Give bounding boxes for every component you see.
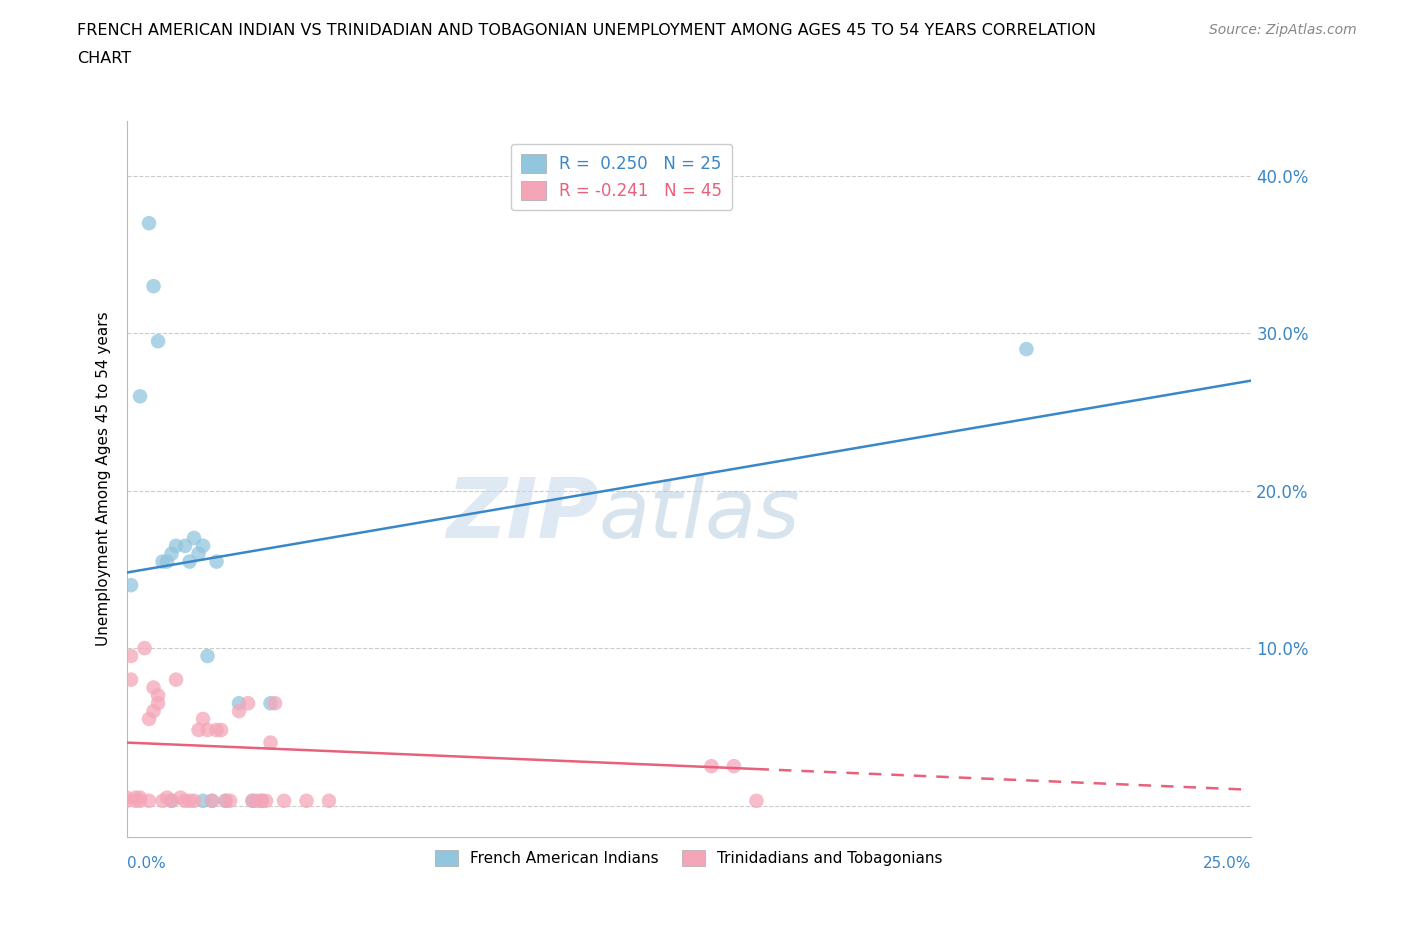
Point: [129, 793, 152, 808]
Point: [250, 793, 273, 808]
Point: [246, 793, 269, 808]
Point: [165, 538, 187, 553]
Point: [295, 793, 318, 808]
Point: [146, 688, 169, 703]
Text: FRENCH AMERICAN INDIAN VS TRINIDADIAN AND TOBAGONIAN UNEMPLOYMENT AMONG AGES 45 : FRENCH AMERICAN INDIAN VS TRINIDADIAN AN…: [77, 23, 1097, 38]
Point: [197, 648, 219, 663]
Text: 0.0%: 0.0%: [127, 856, 166, 870]
Point: [191, 538, 214, 553]
Point: [205, 723, 228, 737]
Point: [242, 793, 264, 808]
Point: [183, 530, 205, 545]
Text: 25.0%: 25.0%: [1204, 856, 1251, 870]
Point: [134, 641, 156, 656]
Point: [273, 793, 295, 808]
Point: [318, 793, 340, 808]
Point: [723, 759, 745, 774]
Point: [124, 790, 146, 805]
Point: [745, 793, 768, 808]
Point: [700, 759, 723, 774]
Point: [169, 790, 191, 805]
Point: [142, 704, 165, 719]
Legend: French American Indians, Trinidadians and Tobagonians: French American Indians, Trinidadians an…: [429, 844, 949, 872]
Point: [214, 793, 236, 808]
Point: [146, 696, 169, 711]
Point: [228, 704, 250, 719]
Point: [129, 389, 152, 404]
Point: [264, 696, 287, 711]
Point: [250, 793, 273, 808]
Text: Source: ZipAtlas.com: Source: ZipAtlas.com: [1209, 23, 1357, 37]
Point: [259, 735, 281, 750]
Point: [152, 554, 174, 569]
Point: [214, 793, 236, 808]
Point: [160, 793, 183, 808]
Point: [124, 793, 146, 808]
Point: [156, 554, 179, 569]
Point: [152, 793, 174, 808]
Text: ZIP: ZIP: [446, 474, 599, 555]
Y-axis label: Unemployment Among Ages 45 to 54 years: Unemployment Among Ages 45 to 54 years: [96, 312, 111, 646]
Point: [242, 793, 264, 808]
Point: [187, 723, 209, 737]
Point: [115, 793, 138, 808]
Point: [120, 672, 142, 687]
Point: [156, 790, 179, 805]
Point: [201, 793, 224, 808]
Point: [142, 680, 165, 695]
Point: [142, 279, 165, 294]
Point: [201, 793, 224, 808]
Point: [191, 793, 214, 808]
Point: [197, 723, 219, 737]
Point: [160, 546, 183, 561]
Point: [259, 696, 281, 711]
Point: [191, 711, 214, 726]
Text: CHART: CHART: [77, 51, 131, 66]
Point: [219, 793, 242, 808]
Point: [254, 793, 277, 808]
Point: [183, 793, 205, 808]
Point: [209, 723, 232, 737]
Point: [115, 790, 138, 805]
Point: [179, 793, 201, 808]
Point: [165, 672, 187, 687]
Point: [138, 216, 160, 231]
Point: [187, 546, 209, 561]
Point: [146, 334, 169, 349]
Point: [138, 793, 160, 808]
Point: [174, 793, 197, 808]
Text: atlas: atlas: [599, 474, 800, 555]
Point: [160, 793, 183, 808]
Point: [120, 648, 142, 663]
Point: [129, 790, 152, 805]
Point: [228, 696, 250, 711]
Point: [120, 578, 142, 592]
Point: [174, 538, 197, 553]
Point: [236, 696, 259, 711]
Point: [205, 554, 228, 569]
Point: [1015, 341, 1038, 356]
Point: [138, 711, 160, 726]
Point: [179, 554, 201, 569]
